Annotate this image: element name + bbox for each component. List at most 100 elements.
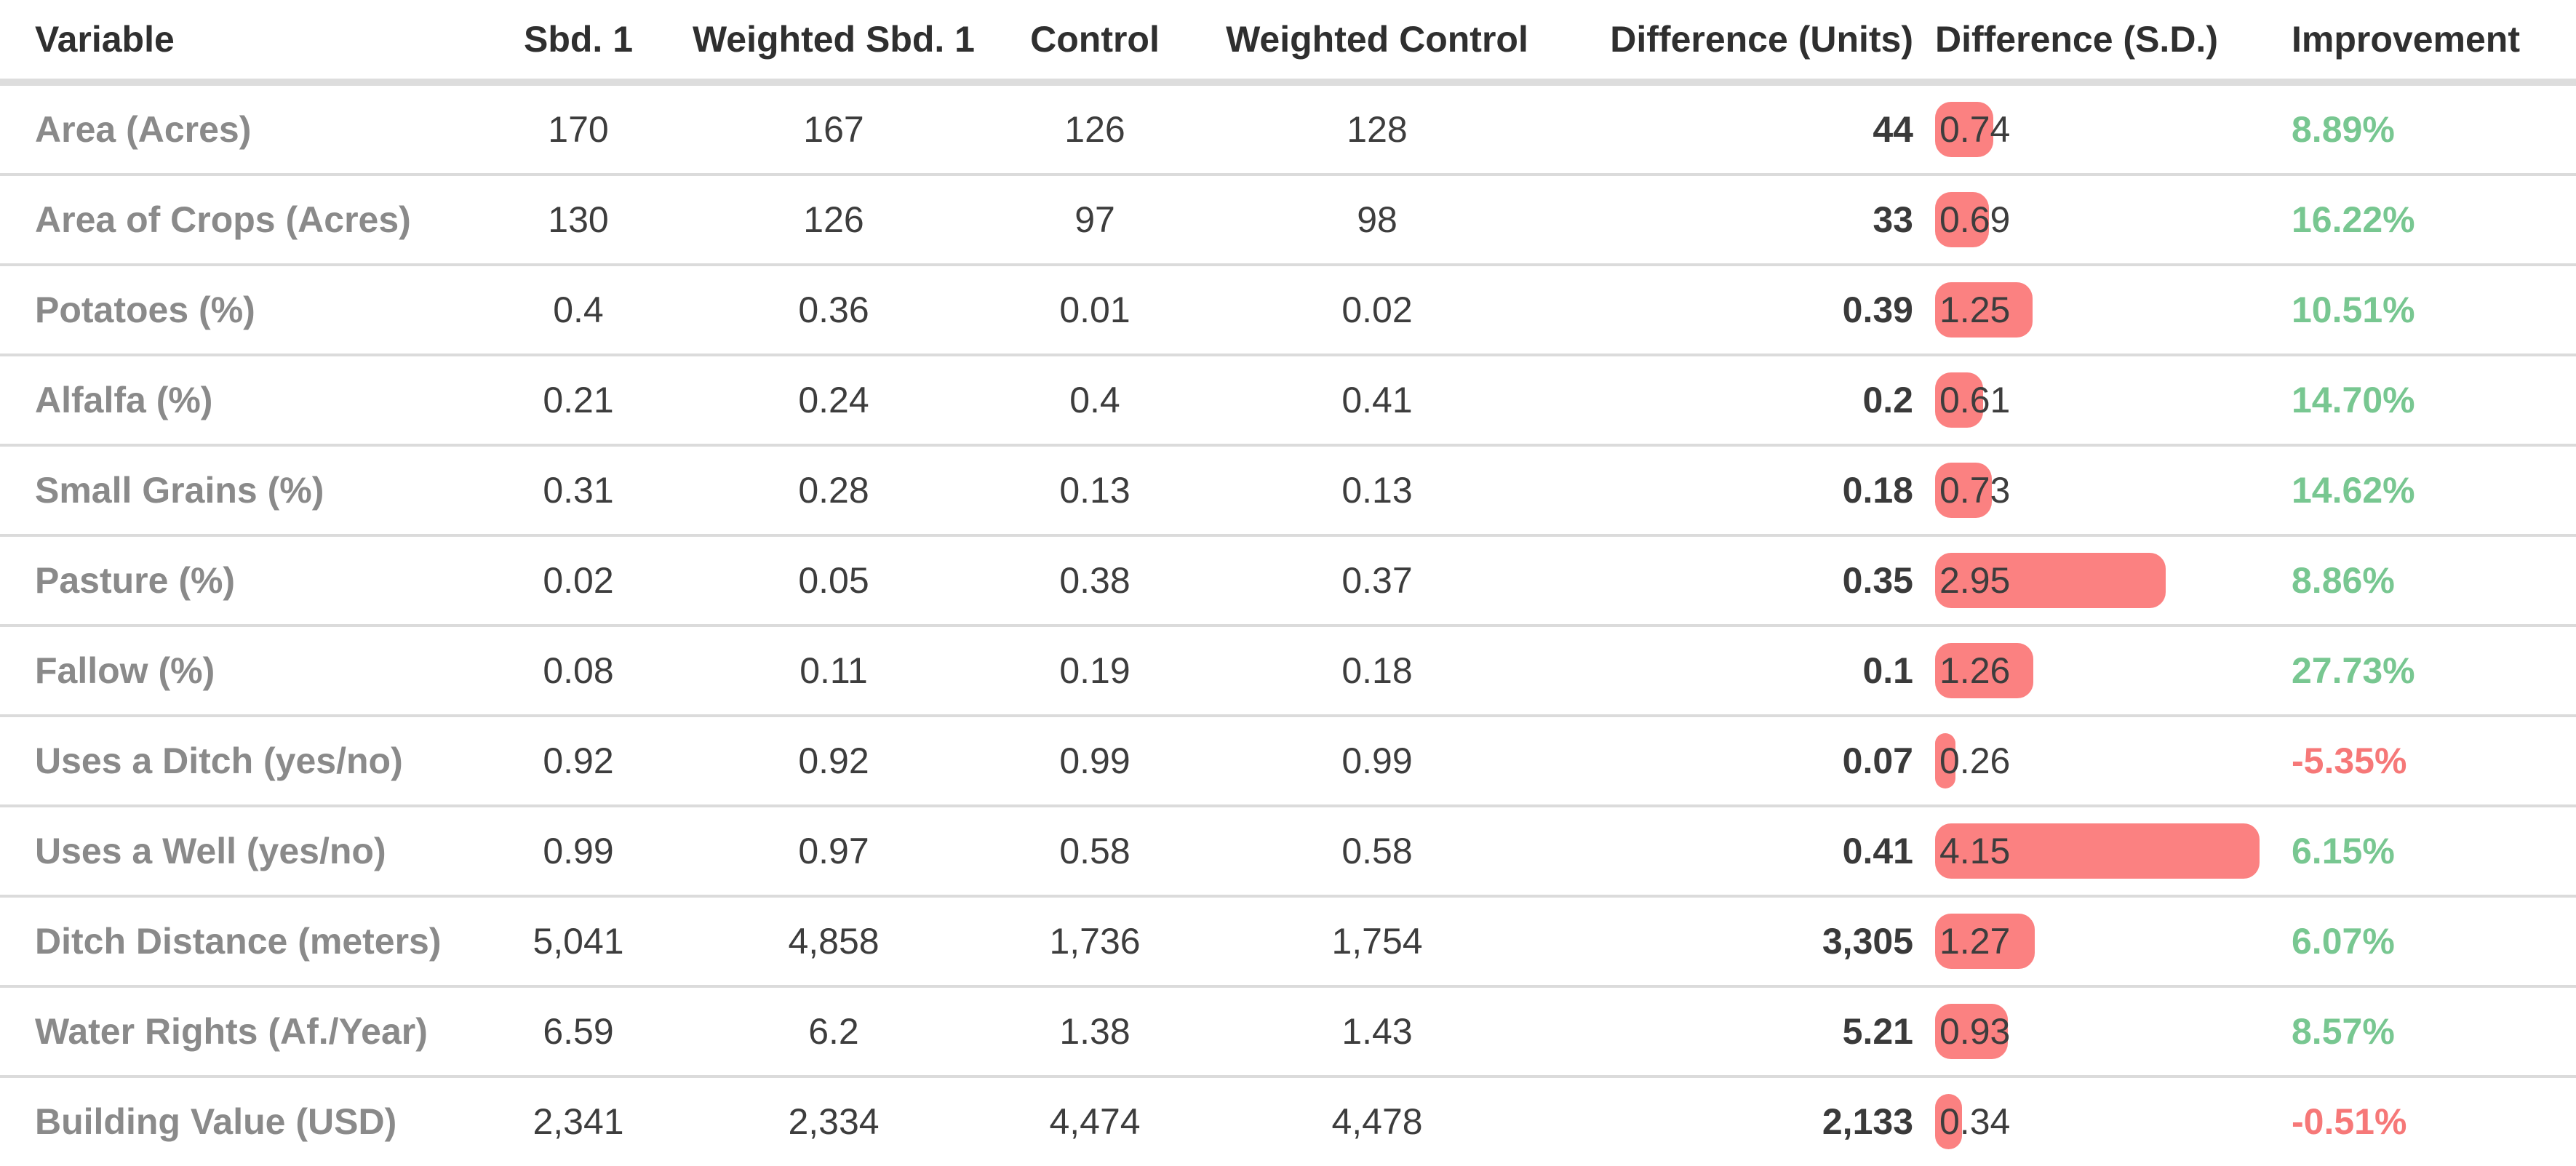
sbd1-value: 5,041 [473,896,684,988]
control-value: 0.38 [984,535,1206,627]
sd-bar [1935,823,2260,879]
table-row: Area (Acres) 170 167 126 128 44 0.74 8.8… [0,82,2576,176]
row-label: Building Value (USD) [35,1101,397,1142]
sd-bar [1935,192,1990,247]
row-label: Potatoes (%) [0,265,473,356]
control-value: 0.99 [984,716,1206,807]
weighted-control-value: 0.41 [1206,355,1548,447]
sd-bar-wrap: 1.26 [1935,627,2270,714]
difference-sd-value: 1.27 [1939,921,2011,962]
improvement-value: 8.86% [2270,535,2576,627]
difference-sd-value: 1.25 [1939,289,2011,330]
difference-sd-cell: 4.15 [1913,806,2270,898]
control-value: 1.38 [984,986,1206,1078]
difference-units-value: 0.1 [1548,626,1913,717]
row-label: Water Rights (Af./Year) [0,986,473,1078]
table-row: Area of Crops (Acres) 130 126 97 98 33 0… [0,175,2576,266]
sd-bar [1935,733,1955,788]
row-label: Small Grains (%) [0,445,473,537]
sd-bar [1935,372,1983,428]
table-row: Building Value (USD) 2,341 2,334 4,474 4… [0,1077,2576,1165]
difference-units-value: 3,305 [1548,896,1913,988]
sbd1-value: 0.99 [473,806,684,898]
improvement-value: 27.73% [2270,626,2576,717]
difference-sd-cell: 0.73 [1913,445,2270,537]
row-label: Alfalfa (%) [0,355,473,447]
difference-units-value: 0.18 [1548,445,1913,537]
difference-sd-value: 4.15 [1939,831,2011,871]
column-header-difference-units: Difference (Units) [1548,0,1913,86]
sbd1-value: 0.31 [473,445,684,537]
row-label: Ditch Distance (meters) [0,896,473,988]
difference-units-value: 5.21 [1548,986,1913,1078]
improvement-value: 10.51% [2270,265,2576,356]
column-header-improvement: Improvement [2270,0,2576,86]
sbd1-value: 0.92 [473,716,684,807]
difference-units-value: 33 [1548,175,1913,266]
table-row: Small Grains (%) 0.31 0.28 0.13 0.13 0.1… [0,445,2576,537]
control-value: 1,736 [984,896,1206,988]
difference-sd-value: 0.69 [1939,199,2011,240]
table-row: Fallow (%) 0.08 0.11 0.19 0.18 0.1 1.26 … [0,626,2576,717]
weighted-sbd1-value: 0.11 [684,626,984,717]
control-value: 0.01 [984,265,1206,356]
column-header-difference-sd: Difference (S.D.) [1913,0,2270,86]
sbd1-value: 6.59 [473,986,684,1078]
difference-units-value: 44 [1548,82,1913,176]
weighted-control-value: 0.37 [1206,535,1548,627]
sd-bar-wrap: 0.73 [1935,447,2270,534]
sd-bar [1935,1094,1962,1149]
sd-bar-wrap: 0.61 [1935,356,2270,444]
difference-sd-cell: 0.26 [1913,716,2270,807]
column-header-control: Control [984,0,1206,86]
sd-bar [1935,282,2033,338]
row-label: Fallow (%) [0,626,473,717]
improvement-value: -5.35% [2270,716,2576,807]
sd-bar-wrap: 0.34 [1935,1078,2270,1165]
improvement-value: 6.15% [2270,806,2576,898]
weighted-sbd1-value: 4,858 [684,896,984,988]
improvement-value: 6.07% [2270,896,2576,988]
weighted-sbd1-value: 0.05 [684,535,984,627]
weighted-control-value: 0.99 [1206,716,1548,807]
difference-units-value: 0.35 [1548,535,1913,627]
column-header-sbd1: Sbd. 1 [473,0,684,86]
control-value: 0.58 [984,806,1206,898]
sbd1-value: 0.08 [473,626,684,717]
weighted-sbd1-value: 6.2 [684,986,984,1078]
sd-bar-wrap: 0.26 [1935,717,2270,804]
difference-sd-cell: 1.26 [1913,626,2270,717]
header-row: Variable Sbd. 1 Weighted Sbd. 1 Control … [0,0,2576,86]
sbd1-value: 0.21 [473,355,684,447]
weighted-control-value: 0.18 [1206,626,1548,717]
weighted-sbd1-value: 126 [684,175,984,266]
weighted-sbd1-value: 0.24 [684,355,984,447]
difference-sd-cell: 1.27 [1913,896,2270,988]
difference-sd-cell: 1.25 [1913,265,2270,356]
improvement-value: 8.89% [2270,82,2576,176]
difference-units-value: 2,133 [1822,1101,1913,1142]
sd-bar [1935,643,2034,698]
weighted-sbd1-value: 2,334 [788,1101,880,1142]
difference-sd-value: 0.93 [1939,1011,2011,1052]
difference-sd-value: 1.26 [1939,650,2011,691]
table-row: Uses a Well (yes/no) 0.99 0.97 0.58 0.58… [0,806,2576,898]
weighted-control-value: 1,754 [1206,896,1548,988]
row-label: Area (Acres) [0,82,473,176]
difference-sd-cell: 0.61 [1913,355,2270,447]
weighted-control-value: 98 [1206,175,1548,266]
sd-bar [1935,914,2035,969]
sbd1-value: 0.4 [473,265,684,356]
sd-bar-wrap: 4.15 [1935,807,2270,895]
difference-sd-value: 0.61 [1939,380,2011,420]
control-value: 4,474 [1049,1101,1141,1142]
column-header-weighted-control: Weighted Control [1206,0,1548,86]
sd-bar-wrap: 0.69 [1935,176,2270,263]
weighted-sbd1-value: 0.97 [684,806,984,898]
row-label: Uses a Well (yes/no) [0,806,473,898]
weighted-control-value: 4,478 [1331,1101,1423,1142]
control-value: 0.4 [984,355,1206,447]
difference-units-value: 0.07 [1548,716,1913,807]
difference-sd-value: 0.26 [1939,740,2011,781]
row-label: Area of Crops (Acres) [0,175,473,266]
